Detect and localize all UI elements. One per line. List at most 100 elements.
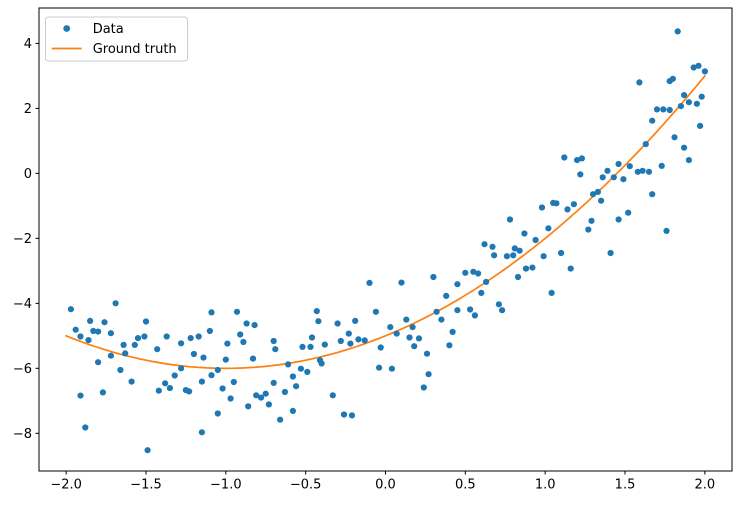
scatter-point <box>307 343 314 350</box>
scatter-point <box>685 99 693 106</box>
scatter-point <box>625 209 632 216</box>
data-points-layer <box>67 28 709 454</box>
scatter-point <box>577 171 584 178</box>
scatter-point <box>516 247 523 254</box>
scatter-point <box>425 371 432 378</box>
scatter-point <box>599 174 606 181</box>
scatter-point <box>420 384 427 391</box>
legend-data-marker-icon <box>63 25 71 32</box>
scatter-point <box>224 340 231 347</box>
scatter-point <box>251 322 258 329</box>
scatter-point <box>101 319 108 326</box>
scatter-point <box>253 392 260 399</box>
scatter-point <box>372 308 379 315</box>
scatter-point <box>219 385 226 392</box>
scatter-point <box>636 79 643 86</box>
scatter-point <box>352 317 359 324</box>
scatter-point <box>166 385 173 392</box>
scatter-point <box>590 191 597 198</box>
scatter-point <box>634 168 641 175</box>
scatter-point <box>481 241 488 248</box>
scatter-point <box>677 103 685 110</box>
scatter-point <box>666 106 673 114</box>
x-tick-label: −2.0 <box>50 478 82 493</box>
scatter-point <box>117 366 124 374</box>
scatter-point <box>72 326 79 333</box>
scatter-point <box>393 330 400 337</box>
scatter-point <box>615 216 622 223</box>
scatter-point <box>588 217 595 224</box>
scatter-point <box>366 279 373 286</box>
scatter-point <box>240 338 247 346</box>
scatter-point <box>499 307 506 314</box>
x-tick-label: 2.0 <box>695 478 716 493</box>
scatter-point <box>186 388 193 395</box>
scatter-point <box>403 316 410 323</box>
scatter-point <box>95 359 102 366</box>
scatter-point <box>681 92 688 99</box>
scatter-point <box>313 308 320 315</box>
scatter-point <box>377 344 384 351</box>
axis-ticks: −2.0 −1.5 −1.0 −0.5 0.0 0.5 1.0 1.5 2.0 −8 −6 −4 −2 0… <box>13 37 715 493</box>
scatter-point <box>308 334 316 341</box>
scatter-point <box>681 144 688 151</box>
scatter-point <box>503 253 510 260</box>
scatter-point <box>454 281 461 288</box>
scatter-point <box>695 62 702 69</box>
scatter-point <box>570 201 578 208</box>
scatter-point <box>578 155 586 162</box>
scatter-point <box>195 333 202 340</box>
scatter-point <box>388 365 395 372</box>
scatter-point <box>198 378 205 385</box>
y-tick-label: 2 <box>24 102 32 117</box>
scatter-point <box>514 273 522 281</box>
legend-label-ground-truth: Ground truth <box>93 42 177 57</box>
scatter-point <box>237 331 244 338</box>
scatter-point <box>620 176 627 183</box>
scatter-point <box>200 354 207 361</box>
scatter-point <box>548 289 555 296</box>
scatter-point <box>521 230 528 237</box>
scatter-point <box>67 306 74 313</box>
scatter-point <box>337 337 344 345</box>
scatter-point <box>277 416 284 423</box>
scatter-point <box>198 429 205 436</box>
scatter-point <box>131 341 138 348</box>
scatter-point <box>449 328 456 335</box>
scatter-point <box>107 330 114 337</box>
scatter-point <box>243 320 250 327</box>
scatter-point <box>171 372 178 379</box>
scatter-point <box>409 324 416 331</box>
scatter-point <box>154 346 161 353</box>
scatter-point <box>257 394 265 401</box>
scatter-point <box>87 317 94 324</box>
scatter-point <box>430 273 437 281</box>
y-tick-label: −6 <box>13 362 32 377</box>
scatter-point <box>141 333 148 340</box>
scatter-point <box>649 117 656 124</box>
scatter-point <box>190 350 197 358</box>
y-tick-label: 0 <box>24 167 32 182</box>
scatter-point <box>467 306 474 313</box>
scatter-point <box>208 309 215 316</box>
scatter-point <box>398 279 405 286</box>
x-tick-label: 0.0 <box>375 478 396 493</box>
scatter-point <box>355 336 362 343</box>
scatter-point <box>289 373 296 380</box>
scatter-point <box>340 411 348 418</box>
scatter-point <box>206 327 213 335</box>
scatter-point <box>387 324 394 331</box>
scatter-point <box>697 122 704 129</box>
scatter-point <box>660 106 667 113</box>
legend-box <box>45 16 188 62</box>
scatter-point <box>626 163 633 170</box>
scatter-point <box>214 366 221 374</box>
scatter-point <box>506 216 514 223</box>
scatter-point <box>669 75 677 82</box>
scatter-point <box>361 337 368 344</box>
scatter-point <box>122 350 129 357</box>
scatter-point <box>249 355 257 362</box>
x-tick-label: −1.5 <box>130 478 162 493</box>
ground-truth-curve <box>65 75 706 370</box>
